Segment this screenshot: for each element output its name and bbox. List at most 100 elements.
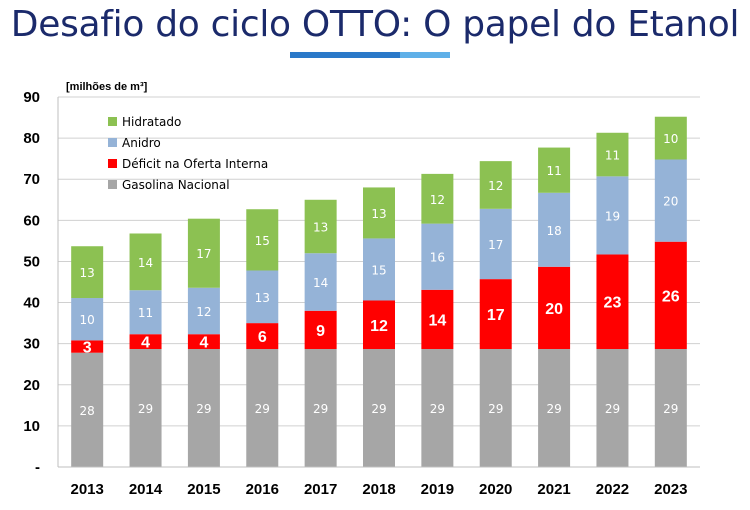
data-label: 11 (138, 306, 153, 320)
bar-segment (596, 176, 629, 255)
data-label: 4 (141, 335, 150, 352)
bar-segment (304, 310, 337, 350)
x-tick-label: 2019 (421, 481, 454, 498)
bar-segment (479, 208, 512, 280)
data-label: 13 (313, 221, 328, 235)
data-label: 29 (663, 402, 678, 416)
y-tick-label: 70 (23, 171, 40, 188)
x-tick-label: 2021 (537, 481, 570, 498)
unit-label: [milhões de m³] (66, 81, 148, 93)
x-tick-label: 2023 (654, 481, 687, 498)
data-label: 29 (196, 402, 211, 416)
bar-segment (421, 223, 454, 290)
bar-segment (187, 287, 220, 335)
data-label: 15 (371, 263, 386, 277)
data-label: 13 (80, 266, 95, 280)
bar-segment (654, 116, 687, 160)
bar-segment (71, 298, 104, 341)
bar-segment (71, 352, 104, 467)
data-label: 12 (430, 193, 445, 207)
bar-segment (479, 161, 512, 209)
data-label: 6 (258, 329, 267, 346)
data-label: 9 (316, 323, 325, 340)
data-label: 13 (255, 291, 270, 305)
title-underline-accent (400, 52, 450, 58)
legend-swatch (108, 117, 117, 126)
x-tick-label: 2018 (362, 481, 395, 498)
data-label: 11 (546, 164, 561, 178)
bar-segment (654, 159, 687, 242)
bar-segment (246, 349, 279, 467)
bar-segment (654, 349, 687, 467)
title-underline (290, 52, 400, 58)
data-label: 29 (138, 402, 153, 416)
bar-segment (304, 199, 337, 254)
bar-segment (304, 253, 337, 311)
data-label: 11 (605, 149, 620, 163)
y-tick-label: 10 (23, 418, 40, 435)
y-tick-label: - (35, 459, 40, 476)
y-tick-label: 60 (23, 212, 40, 229)
bar-segment (479, 279, 512, 350)
data-label: 23 (604, 295, 622, 312)
legend-label: Gasolina Nacional (122, 178, 230, 192)
legend-label: Anidro (122, 136, 161, 150)
bar-layer: 28 3 10 13 29 4 11 14 29 4 12 17 29 6 13 15 29 9 14 13 29 12 1… (71, 116, 687, 467)
data-label: 17 (196, 247, 211, 261)
data-label: 14 (313, 276, 328, 290)
bar-segment (129, 349, 162, 467)
x-tick-label: 2017 (304, 481, 337, 498)
bar-segment (129, 233, 162, 291)
x-tick-label: 2014 (129, 481, 163, 498)
y-tick-label: 30 (23, 336, 40, 353)
data-label: 12 (370, 318, 388, 335)
legend: Hidratado Anidro Déficit na Oferta Interna… (108, 115, 268, 192)
bar-segment (538, 266, 571, 350)
data-label: 12 (488, 179, 503, 193)
bar-segment (421, 173, 454, 224)
data-label: 29 (371, 402, 386, 416)
data-label: 3 (83, 340, 92, 357)
bar-segment (246, 209, 279, 271)
legend-swatch (108, 180, 117, 189)
legend-swatch (108, 138, 117, 147)
data-label: 29 (255, 402, 270, 416)
data-label: 28 (80, 404, 95, 418)
data-label: 29 (430, 402, 445, 416)
bar-segment (304, 349, 337, 467)
bar-segment (129, 290, 162, 335)
legend-label: Hidratado (122, 115, 181, 129)
bar-segment (596, 254, 629, 350)
data-label: 15 (255, 234, 270, 248)
data-label: 14 (428, 312, 446, 329)
bar-segment (246, 323, 279, 350)
bar-segment (187, 334, 220, 350)
bar-segment (421, 349, 454, 467)
bar-segment (363, 238, 395, 301)
legend-label: Déficit na Oferta Interna (122, 157, 268, 171)
bar-segment (596, 132, 629, 177)
data-label: 29 (313, 402, 328, 416)
data-label: 13 (371, 207, 386, 221)
x-tick-label: 2015 (187, 481, 220, 498)
x-tick-label: 2022 (596, 481, 629, 498)
data-label: 20 (663, 195, 678, 209)
bar-segment (538, 349, 571, 467)
bar-segment (246, 270, 279, 324)
bar-segment (596, 349, 629, 467)
data-label: 17 (487, 307, 505, 324)
data-label: 29 (546, 402, 561, 416)
data-label: 29 (488, 402, 503, 416)
y-tick-label: 40 (23, 295, 40, 312)
data-label: 16 (430, 251, 445, 265)
data-label: 14 (138, 256, 153, 270)
x-tick-label: 2020 (479, 481, 512, 498)
bar-segment (363, 187, 395, 239)
bar-segment (187, 349, 220, 467)
bar-segment (421, 289, 454, 350)
x-tick-label: 2013 (70, 481, 103, 498)
data-label: 19 (605, 209, 620, 223)
x-tick-label: 2016 (246, 481, 279, 498)
